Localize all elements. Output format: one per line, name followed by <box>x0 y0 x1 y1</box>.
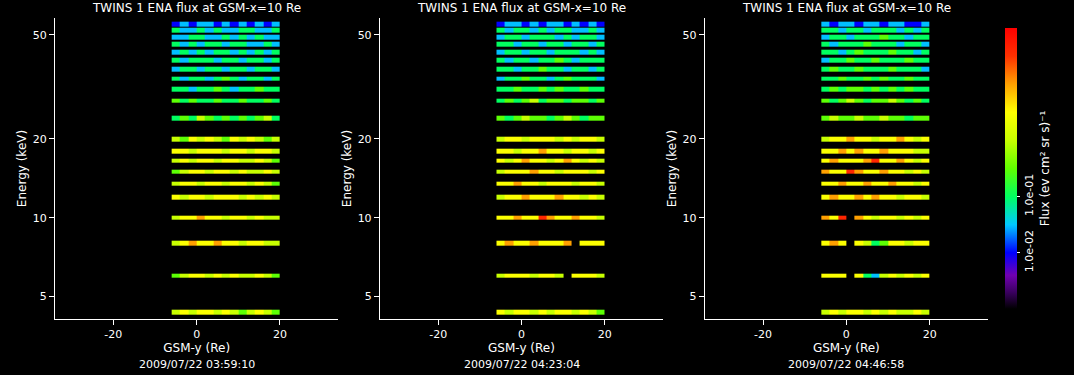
svg-text:50: 50 <box>682 29 696 42</box>
svg-text:20: 20 <box>273 328 287 341</box>
svg-text:-20: -20 <box>104 328 122 341</box>
svg-text:5: 5 <box>689 290 696 303</box>
svg-text:1.0e-01: 1.0e-01 <box>1023 174 1036 216</box>
svg-text:2009/07/22 04:46:58: 2009/07/22 04:46:58 <box>788 358 904 371</box>
svg-text:TWINS 1 ENA flux at GSM-x=10 R: TWINS 1 ENA flux at GSM-x=10 Re <box>742 1 951 15</box>
svg-text:1.0e-02: 1.0e-02 <box>1023 230 1036 272</box>
svg-text:0: 0 <box>518 328 525 341</box>
svg-text:5: 5 <box>40 290 47 303</box>
svg-text:20: 20 <box>358 133 372 146</box>
svg-text:5: 5 <box>365 290 372 303</box>
svg-text:0: 0 <box>193 328 200 341</box>
svg-text:TWINS 1 ENA flux at GSM-x=10 R: TWINS 1 ENA flux at GSM-x=10 Re <box>92 1 301 15</box>
svg-text:50: 50 <box>358 29 372 42</box>
svg-text:10: 10 <box>682 212 696 225</box>
svg-text:10: 10 <box>358 212 372 225</box>
svg-text:TWINS 1 ENA flux at GSM-x=10 R: TWINS 1 ENA flux at GSM-x=10 Re <box>417 1 626 15</box>
svg-text:Energy (keV): Energy (keV) <box>340 130 354 207</box>
svg-text:20: 20 <box>598 328 612 341</box>
svg-text:-20: -20 <box>429 328 447 341</box>
svg-text:10: 10 <box>33 212 47 225</box>
svg-text:2009/07/22 03:59:10: 2009/07/22 03:59:10 <box>139 358 255 371</box>
svg-text:20: 20 <box>33 133 47 146</box>
svg-text:Energy (keV): Energy (keV) <box>665 130 679 207</box>
svg-text:20: 20 <box>923 328 937 341</box>
svg-text:20: 20 <box>682 133 696 146</box>
svg-text:GSM-y (Re): GSM-y (Re) <box>163 341 230 355</box>
svg-text:Energy (keV): Energy (keV) <box>15 130 29 207</box>
svg-text:50: 50 <box>33 29 47 42</box>
svg-text:2009/07/22 04:23:04: 2009/07/22 04:23:04 <box>464 358 580 371</box>
svg-text:0: 0 <box>843 328 850 341</box>
svg-text:Flux (ev cm² sr s)⁻¹: Flux (ev cm² sr s)⁻¹ <box>1038 110 1052 226</box>
svg-text:-20: -20 <box>754 328 772 341</box>
svg-text:GSM-y (Re): GSM-y (Re) <box>488 341 555 355</box>
svg-text:GSM-y (Re): GSM-y (Re) <box>813 341 880 355</box>
